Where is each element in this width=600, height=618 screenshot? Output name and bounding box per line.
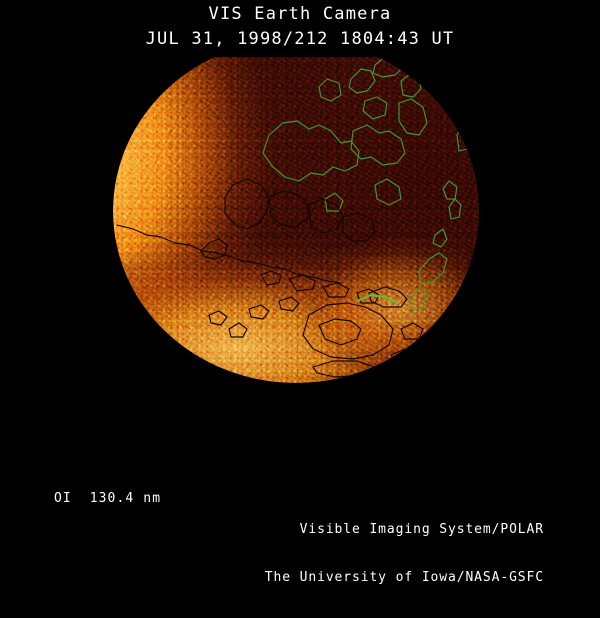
aurora-arc <box>356 293 398 304</box>
vis-earth-camera-image: VIS Earth Camera JUL 31, 1998/212 1804:4… <box>54 4 544 585</box>
earth-clip <box>113 57 479 383</box>
coastline-overlay <box>116 57 470 378</box>
emission-line-label: OI 130.4 nm <box>54 491 162 506</box>
credit-line-institution: The University of Iowa/NASA-GSFC <box>264 570 544 585</box>
earth-image-region <box>113 39 479 383</box>
coastlines-nightside <box>262 57 470 312</box>
credit-block: Visible Imaging System/POLAR The Univers… <box>265 490 544 618</box>
limb-vignette-layer <box>113 57 479 383</box>
page-title: VIS Earth Camera <box>208 4 392 24</box>
earth-disk <box>113 57 479 383</box>
credit-line-instrument: Visible Imaging System/POLAR <box>299 522 544 537</box>
coastlines-sunlit <box>116 178 424 378</box>
timestamp-label: JUL 31, 1998/212 1804:43 UT <box>145 29 455 49</box>
